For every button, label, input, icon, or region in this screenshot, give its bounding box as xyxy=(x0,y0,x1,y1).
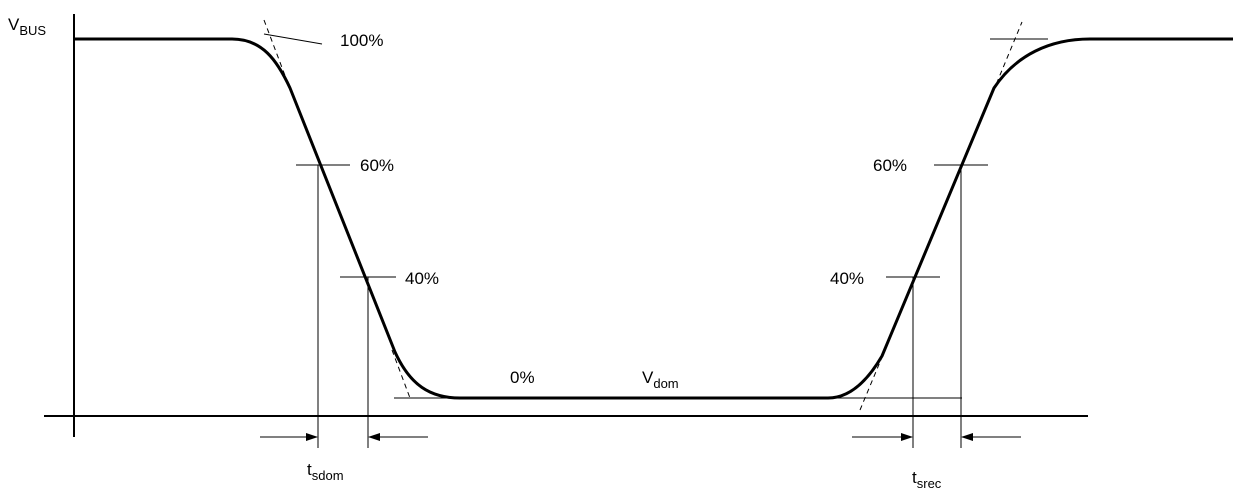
low-level-label: 0% xyxy=(510,368,535,387)
rise-time-label-main: t xyxy=(912,468,917,487)
fall-tangent-top xyxy=(263,19,293,95)
y-axis-label-subscript: BUS xyxy=(19,23,46,38)
bus-voltage-waveform xyxy=(74,37,1233,400)
y-axis-label: VBUS xyxy=(8,15,46,38)
fall-40-label: 40% xyxy=(405,269,439,288)
fall-60-label: 60% xyxy=(360,156,394,175)
high-level-reference-left xyxy=(263,33,323,45)
dominant-voltage-label-subscript: dom xyxy=(653,376,678,391)
fall-time-label-subscript: sdom xyxy=(312,468,344,483)
dominant-voltage-label-main: V xyxy=(642,368,654,387)
dominant-voltage-label: Vdom xyxy=(642,368,679,391)
fall-time-label: tsdom xyxy=(307,460,344,483)
rise-60-label: 60% xyxy=(873,156,907,175)
rise-tangent-top xyxy=(992,21,1023,93)
rise-tangent-bottom xyxy=(859,349,886,411)
high-level-label: 100% xyxy=(340,31,383,50)
rise-time-label: tsrec xyxy=(912,468,942,491)
fall-time-label-main: t xyxy=(307,460,312,479)
rise-40-label: 40% xyxy=(830,269,864,288)
y-axis-label-main: V xyxy=(8,15,20,34)
rise-time-label-subscript: srec xyxy=(917,476,942,491)
